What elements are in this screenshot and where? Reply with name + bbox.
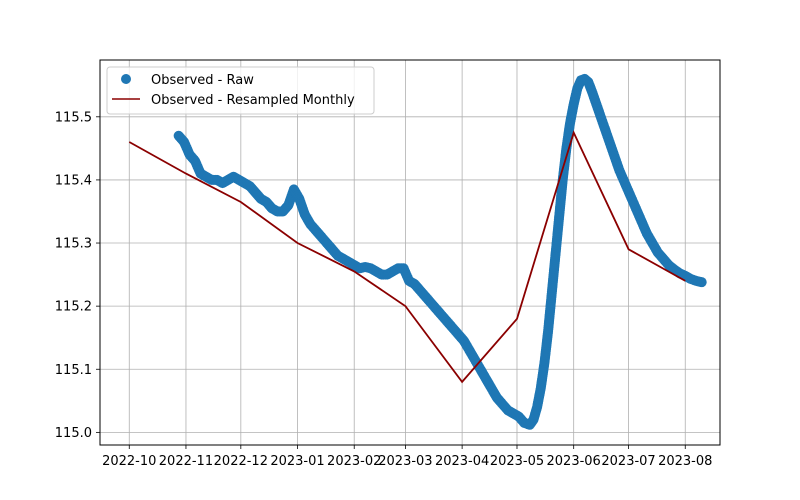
x-tick-label: 2022-10	[102, 454, 156, 469]
legend-marker-raw	[121, 74, 131, 84]
x-tick-label: 2023-01	[270, 454, 324, 469]
y-tick-label: 115.5	[55, 110, 92, 125]
resampled-line	[128, 130, 686, 384]
axes: 2022-10 2022-11 2022-12 2023-01 2023-022023-…	[55, 110, 713, 469]
x-tick-label: 2023-03	[378, 454, 432, 469]
legend: Observed - Raw Observed - Resampled Mont…	[106, 66, 375, 115]
y-tick-label: 115.2	[55, 300, 92, 315]
x-tick-label: 2022-11	[159, 454, 213, 469]
x-tick-label: 2023-04	[435, 454, 489, 469]
x-tick-label: 2022-12	[214, 454, 268, 469]
legend-box	[106, 66, 375, 115]
plot-frame	[99, 59, 721, 446]
resampled-series	[128, 130, 686, 384]
legend-label-raw: Observed - Raw	[151, 73, 254, 88]
x-tick-label: 2023-08	[658, 454, 712, 469]
legend-label-resampled: Observed - Resampled Monthly	[151, 93, 355, 108]
x-tick-label: 2023-05	[490, 454, 544, 469]
raw-series	[173, 73, 707, 430]
y-tick-label: 115.1	[55, 363, 92, 378]
y-tick-label: 115.4	[55, 173, 92, 188]
y-tick-label: 115.0	[55, 426, 92, 441]
y-tick-label: 115.3	[55, 237, 92, 252]
raw-point	[696, 277, 707, 288]
x-tick-label: 2023-07	[601, 454, 655, 469]
x-tick-label: 2023-02	[327, 454, 381, 469]
x-tick-label: 2023-06	[547, 454, 601, 469]
